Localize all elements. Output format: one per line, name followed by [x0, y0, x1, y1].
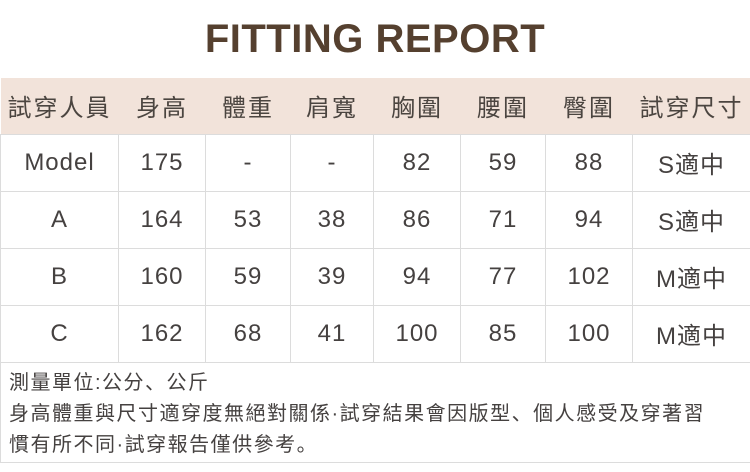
- table-cell-hip: 102: [545, 247, 633, 306]
- table-row-model: Model 175 - - 82 59 88 S適中: [0, 133, 750, 192]
- table-cell-weight: -: [205, 133, 291, 192]
- table-cell-size: M適中: [632, 247, 750, 306]
- table-cell-tester: B: [0, 247, 119, 306]
- table-cell-bust: 100: [373, 304, 461, 363]
- table-cell-size: M適中: [632, 304, 750, 363]
- table-cell-bust: 82: [373, 133, 461, 192]
- page-title: FITTING REPORT: [204, 16, 546, 61]
- table-cell-height: 162: [118, 304, 206, 363]
- table-cell-shoulder: 41: [290, 304, 374, 363]
- notes-row: 測量單位:公分、公斤 身高體重與尺寸適穿度無絕對關係·試穿結果會因版型、個人感受…: [0, 361, 750, 463]
- table-cell-height: 164: [118, 190, 206, 249]
- header-cell-size: 試穿尺寸: [632, 78, 750, 134]
- table-cell-tester: C: [0, 304, 119, 363]
- measurement-notes: 測量單位:公分、公斤 身高體重與尺寸適穿度無絕對關係·試穿結果會因版型、個人感受…: [0, 361, 750, 463]
- table-cell-weight: 68: [205, 304, 291, 363]
- table-cell-tester: A: [0, 190, 119, 249]
- table-cell-weight: 53: [205, 190, 291, 249]
- notes-line-units: 測量單位:公分、公斤: [9, 371, 210, 394]
- table-cell-hip: 100: [545, 304, 633, 363]
- table-cell-weight: 59: [205, 247, 291, 306]
- header-cell-tester: 試穿人員: [0, 78, 119, 134]
- header-cell-bust: 胸圍: [373, 78, 461, 134]
- table-cell-height: 175: [118, 133, 206, 192]
- table-row-b: B 160 59 39 94 77 102 M適中: [0, 247, 750, 306]
- header-cell-hip: 臀圍: [545, 78, 633, 134]
- header-cell-waist: 腰圍: [460, 78, 546, 134]
- table-cell-bust: 94: [373, 247, 461, 306]
- table-row-c: C 162 68 41 100 85 100 M適中: [0, 304, 750, 363]
- header-cell-weight: 體重: [205, 78, 291, 134]
- header-cell-height: 身高: [118, 78, 206, 134]
- table-cell-waist: 77: [460, 247, 546, 306]
- notes-line-disclaimer1: 身高體重與尺寸適穿度無絕對關係·試穿結果會因版型、個人感受及穿著習: [9, 402, 706, 425]
- table-cell-height: 160: [118, 247, 206, 306]
- table-cell-shoulder: 38: [290, 190, 374, 249]
- table-cell-waist: 59: [460, 133, 546, 192]
- table-cell-size: S適中: [632, 190, 750, 249]
- fitting-table: 試穿人員 身高 體重 肩寬 胸圍 腰圍 臀圍 試穿尺寸 Model 175 - …: [0, 78, 750, 463]
- table-cell-waist: 71: [460, 190, 546, 249]
- table-cell-shoulder: 39: [290, 247, 374, 306]
- table-cell-hip: 94: [545, 190, 633, 249]
- table-cell-waist: 85: [460, 304, 546, 363]
- header-cell-shoulder: 肩寬: [290, 78, 374, 134]
- table-cell-bust: 86: [373, 190, 461, 249]
- table-cell-hip: 88: [545, 133, 633, 192]
- table-cell-tester: Model: [0, 133, 119, 192]
- notes-line-disclaimer2: 慣有所不同·試穿報告僅供參考。: [9, 433, 319, 456]
- table-row-a: A 164 53 38 86 71 94 S適中: [0, 190, 750, 249]
- table-cell-shoulder: -: [290, 133, 374, 192]
- header-row: 試穿人員 身高 體重 肩寬 胸圍 腰圍 臀圍 試穿尺寸: [0, 78, 750, 134]
- table-cell-size: S適中: [632, 133, 750, 192]
